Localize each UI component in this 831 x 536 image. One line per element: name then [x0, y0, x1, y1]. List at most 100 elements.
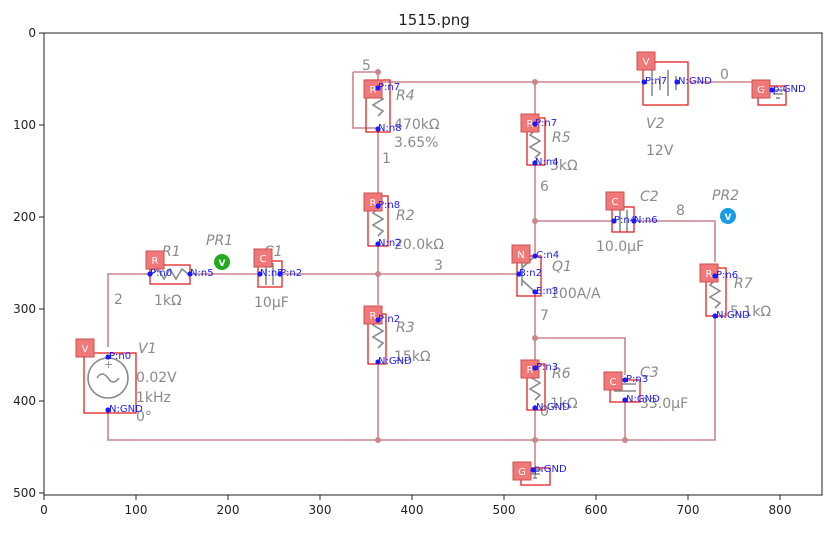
- pin-label: N:n5: [190, 268, 214, 279]
- pin-label: N:n4: [535, 157, 559, 168]
- resistor-symbols: [151, 87, 722, 401]
- y-tick-label: 100: [13, 118, 36, 132]
- component-labels: R4 470kΩ 3.65% R5 3kΩ V2 12V R2 20.0kΩ C…: [136, 88, 771, 425]
- x-tick-label: 100: [125, 503, 148, 517]
- pin-label: P:n7: [378, 82, 400, 93]
- pin-label: N:GND: [378, 356, 412, 367]
- component-value: 0.02V: [136, 370, 177, 386]
- component-name: R7: [734, 276, 753, 292]
- pin-label: N:GND: [678, 76, 712, 87]
- component-name: R4: [396, 88, 415, 104]
- component-value: 12V: [646, 143, 674, 159]
- probe-pr2-icon: V: [720, 208, 736, 224]
- y-tick-label: 300: [13, 302, 36, 316]
- pin-label: P:n8: [378, 200, 400, 211]
- x-tick-label: 400: [401, 503, 424, 517]
- pin-label: N:GND: [109, 404, 143, 415]
- x-tick-label: 600: [585, 503, 608, 517]
- svg-text:+: +: [104, 358, 113, 371]
- node-label: 7: [540, 308, 549, 324]
- pin-label: N:GND: [626, 394, 660, 405]
- type-badge: C: [610, 377, 617, 388]
- component-name: C3: [640, 365, 659, 381]
- pin-label: N:n2: [378, 238, 402, 249]
- component-name: C2: [640, 189, 659, 205]
- plot-title: 1515.png: [398, 11, 470, 29]
- type-badge: N: [517, 250, 524, 261]
- node-label: 1: [382, 151, 391, 167]
- node-label: 8: [676, 203, 685, 219]
- type-badge: R: [527, 119, 534, 130]
- component-value: 0°: [136, 409, 152, 425]
- pin-label: P:n3: [626, 374, 648, 385]
- x-tick-label: 200: [217, 503, 240, 517]
- type-badge: V: [643, 57, 650, 68]
- type-badge: C: [260, 254, 267, 265]
- component-name: R2: [396, 208, 415, 224]
- component-name: R3: [396, 320, 415, 336]
- type-badge: R: [706, 269, 713, 280]
- component-value: 100A/A: [550, 286, 601, 302]
- node-label: 6: [540, 179, 549, 195]
- component-value: 15kΩ: [394, 349, 431, 365]
- probe-pr1-text: V: [219, 259, 226, 269]
- y-tick-label: 500: [13, 486, 36, 500]
- node-label: 0: [540, 404, 549, 420]
- component-value: 5.1kΩ: [730, 304, 771, 320]
- pin-label: N:n5: [260, 268, 284, 279]
- node-labels: 5 1 6 0 8 3 2 7 0: [114, 58, 729, 420]
- plot-frame: [43, 32, 823, 496]
- type-badge: C: [612, 197, 619, 208]
- x-tick-label: 700: [677, 503, 700, 517]
- y-tick-label: 0: [28, 26, 36, 40]
- x-tick-label: 800: [769, 503, 792, 517]
- component-value: 20.0kΩ: [394, 237, 444, 253]
- component-value: 3.65%: [394, 135, 438, 151]
- node-label: 5: [362, 58, 371, 74]
- pin-label: P:n3: [536, 362, 558, 373]
- pin-label: N:n8: [378, 123, 402, 134]
- pin-label: C:n4: [536, 250, 559, 261]
- node-label: 3: [434, 258, 443, 274]
- pin-label: P:n6: [716, 270, 738, 281]
- x-tick-label: 500: [493, 503, 516, 517]
- probe-pr2-text: V: [725, 213, 732, 223]
- pin-label: P:n7: [535, 118, 557, 129]
- component-value: 470kΩ: [394, 117, 440, 133]
- component-name: R6: [552, 366, 571, 382]
- pin-label: E:n3: [536, 286, 558, 297]
- pin-label: p:GND: [773, 84, 806, 95]
- component-value: 1kΩ: [550, 396, 578, 412]
- y-axis: 0 100 200 300 400 500: [13, 26, 44, 500]
- component-value: 1kΩ: [154, 293, 182, 309]
- node-label: 2: [114, 292, 123, 308]
- probe-pr1-icon: V: [214, 254, 230, 270]
- component-value: 10.0µF: [596, 239, 644, 255]
- type-badge: R: [527, 365, 534, 376]
- component-name: R5: [552, 130, 571, 146]
- x-tick-label: 300: [309, 503, 332, 517]
- node-label: 0: [720, 67, 729, 83]
- pin-markers: P:n7 N:n8 P:n7 N:n4 P:n7 N:GND p:GND P:n…: [105, 76, 806, 475]
- component-name: V2: [646, 116, 665, 132]
- type-badge: R: [370, 85, 377, 96]
- component-value: 3kΩ: [550, 158, 578, 174]
- component-value: 10µF: [254, 295, 289, 311]
- pin-label: P:n0: [109, 351, 131, 362]
- component-name: PR2: [712, 188, 739, 204]
- y-tick-label: 200: [13, 210, 36, 224]
- component-name: V1: [138, 341, 156, 357]
- type-badge: R: [152, 256, 159, 267]
- junction-dots: [375, 69, 628, 443]
- type-badge: G: [757, 85, 765, 96]
- type-badges: R R V G R C R C N R R V R C G: [75, 51, 771, 481]
- pin-label: B:n2: [519, 268, 542, 279]
- y-tick-label: 400: [13, 394, 36, 408]
- type-badge: R: [370, 311, 377, 322]
- pin-label: N:GND: [716, 310, 750, 321]
- component-name: PR1: [206, 233, 233, 249]
- component-value: 33.0µF: [640, 396, 688, 412]
- type-badge: G: [518, 467, 526, 478]
